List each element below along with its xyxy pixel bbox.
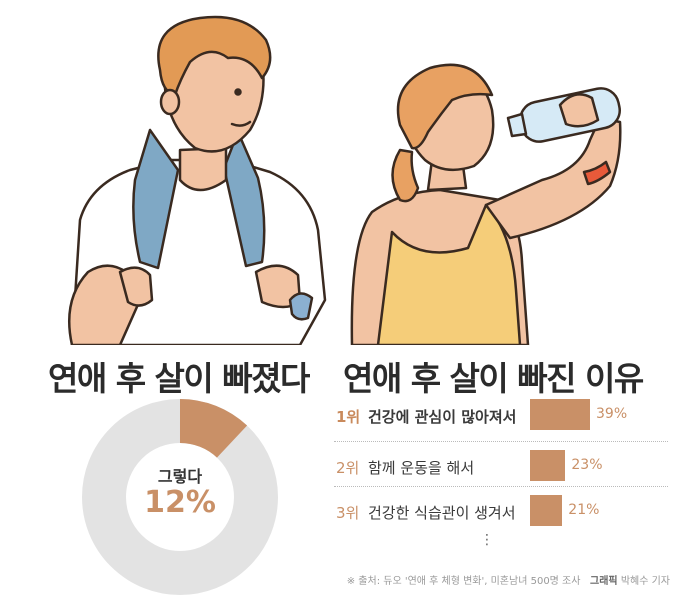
credit-name: 박혜수 기자 (620, 576, 670, 587)
row-divider (334, 441, 668, 442)
donut-chart-title: 연애 후 살이 빠졌다 (48, 359, 310, 398)
reason-bar (530, 450, 566, 481)
man-figure (67, 15, 327, 345)
woman-figure (350, 63, 622, 345)
reason-text: 건강에 관심이 많아져서 (368, 408, 517, 426)
source-credit: ※ 출처: 듀오 '연애 후 체형 변화', 미혼남녀 500명 조사 그래픽 … (347, 572, 670, 587)
reason-bar (530, 399, 590, 430)
rank-label: 2위 (336, 459, 360, 477)
credit-label: 그래픽 (590, 576, 618, 587)
reason-bar (530, 495, 563, 526)
rank-label: 1위 (336, 408, 361, 426)
reason-text: 함께 운동을 해서 (368, 459, 475, 477)
rank-label: 3위 (336, 504, 360, 522)
donut-center-label: 그렇다 (157, 467, 203, 486)
donut-center-value: 12% (144, 485, 216, 520)
row-divider (334, 486, 668, 487)
reason-value: 21% (568, 502, 600, 518)
reason-value: 23% (571, 457, 603, 473)
more-ellipsis: ⋮ (480, 532, 494, 548)
source-note: ※ 출처: 듀오 '연애 후 체형 변화', 미혼남녀 500명 조사 (346, 576, 581, 587)
reason-row-1: 1위 건강에 관심이 많아져서 39% (334, 395, 668, 441)
reason-row-3: 3위 건강한 식습관이 생겨서 21% (334, 491, 668, 537)
donut-chart (82, 399, 278, 595)
donut-slice-yes (179, 399, 248, 459)
reason-value: 39% (596, 406, 628, 422)
reason-row-2: 2위 함께 운동을 해서 23% (334, 446, 668, 492)
reason-text: 건강한 식습관이 생겨서 (368, 504, 516, 522)
couple-exercise-illustration (67, 15, 622, 345)
bar-chart-title: 연애 후 살이 빠진 이유 (343, 359, 644, 398)
